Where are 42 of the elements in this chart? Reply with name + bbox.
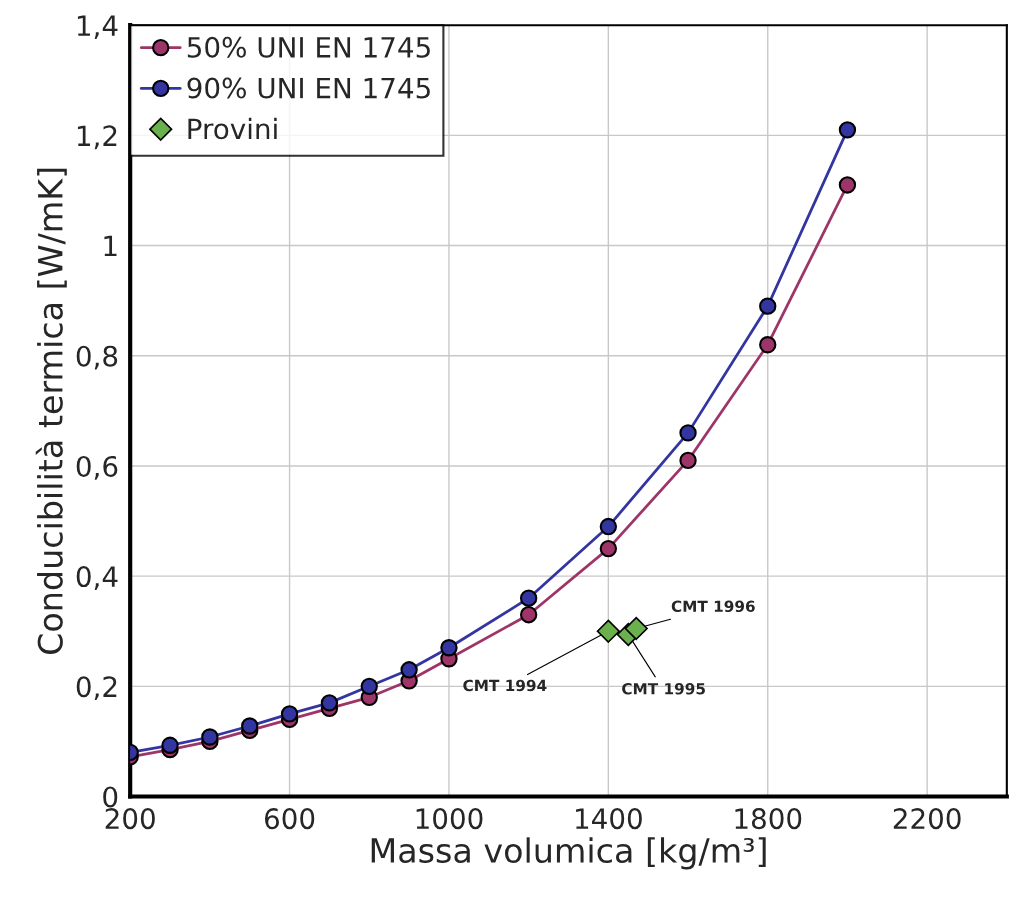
point (440, 639, 458, 657)
y-tick-label: 0,6 (76, 455, 118, 480)
point (759, 297, 777, 315)
point (759, 336, 777, 354)
y-tick-label: 0,2 (76, 676, 117, 701)
x-tick-label: 200 (105, 808, 155, 830)
y-tick-label: 1,4 (77, 15, 118, 39)
point (599, 517, 618, 536)
point (596, 619, 620, 643)
y-tick-label: 1 (104, 235, 117, 257)
y-tick-label: 0,8 (76, 345, 118, 370)
x-tick-label: 1400 (576, 808, 642, 830)
x-tick-label: 2200 (893, 808, 961, 830)
point (280, 705, 299, 723)
point (360, 677, 378, 695)
y-tick-label: 1,2 (77, 125, 117, 150)
annotation: CMT 1996 (671, 600, 755, 613)
x-tick-label: 1800 (735, 808, 802, 830)
x-tick-label: 600 (265, 808, 315, 830)
legend-label: 50% UNI EN 1745 (187, 36, 430, 58)
point (400, 661, 418, 679)
legend-label: 90% UNI EN 1745 (187, 77, 430, 99)
point (320, 694, 339, 712)
point (624, 616, 648, 641)
point (519, 589, 538, 607)
y-tick-label: 0,4 (76, 566, 118, 590)
point (838, 121, 857, 139)
point (838, 176, 857, 194)
point (679, 424, 697, 442)
y-tick-label: 0 (103, 786, 118, 808)
annotation: CMT 1994 (463, 679, 547, 692)
point (679, 451, 697, 470)
point (161, 736, 179, 754)
annotation: CMT 1995 (622, 682, 705, 695)
point (519, 606, 538, 624)
point (241, 717, 259, 735)
point (201, 728, 219, 746)
x-axis-title: Massa volumica [kg/m³] (371, 837, 766, 870)
y-axis-title: Conducibilità termica [W/mK] (35, 168, 67, 654)
legend-label: Provini (188, 117, 277, 140)
x-tick-label: 1000 (416, 808, 483, 830)
point (599, 539, 618, 558)
